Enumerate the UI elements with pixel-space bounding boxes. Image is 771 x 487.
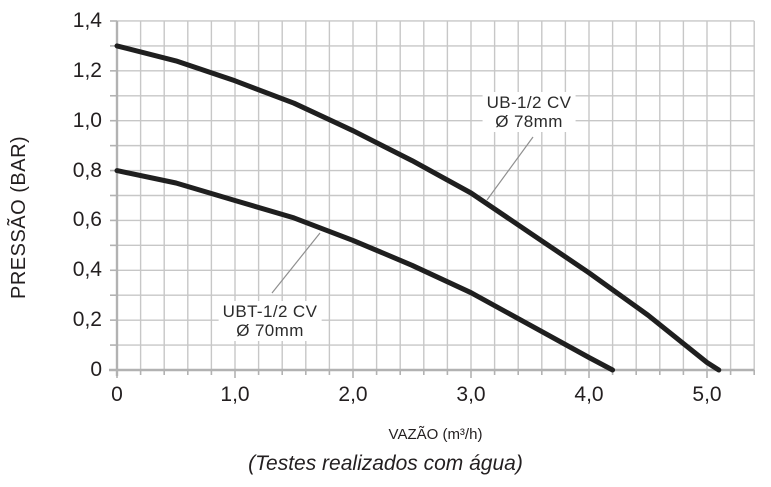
curve-label-ubt: UBT-1/2 CV Ø 70mm xyxy=(218,301,322,341)
x-tick-label: 2,0 xyxy=(338,383,368,406)
y-tick-label: 0,8 xyxy=(72,158,102,182)
curve-label-ubt-line2: Ø 70mm xyxy=(236,321,304,340)
x-tick-label: 0 xyxy=(111,383,123,406)
axis-ticks xyxy=(110,20,756,378)
curve-label-ub: UB-1/2 CV Ø 78mm xyxy=(482,92,576,132)
gridlines xyxy=(117,20,755,370)
y-tick-label: 0,2 xyxy=(72,308,102,332)
curve-ubt xyxy=(114,168,616,373)
y-tick-label: 0,4 xyxy=(72,258,102,282)
x-axis-title: VAZÃO (m³/h) xyxy=(388,426,483,443)
curve-label-ub-line1: UB-1/2 CV xyxy=(486,93,572,112)
label-leader-lines xyxy=(271,136,534,294)
x-tick-label: 3,0 xyxy=(456,383,486,406)
curve-ub xyxy=(114,43,722,373)
x-tick-label: 5,0 xyxy=(692,383,722,406)
y-tick-label: 1,2 xyxy=(72,58,102,82)
x-tick-label: 1,0 xyxy=(220,383,250,406)
y-tick-label: 1,0 xyxy=(72,108,102,132)
y-tick-label: 1,4 xyxy=(72,8,102,32)
curve-label-ubt-line1: UBT-1/2 CV xyxy=(222,302,318,321)
chart-caption: (Testes realizados com água) xyxy=(248,452,523,475)
leader-ub xyxy=(486,136,534,201)
y-axis-title: PRESSÃO (BAR) xyxy=(8,135,30,300)
curve-label-ub-line2: Ø 78mm xyxy=(495,112,563,131)
y-tick-label: 0,6 xyxy=(72,208,102,232)
axes xyxy=(109,21,755,376)
x-tick-label: 4,0 xyxy=(574,383,604,406)
y-tick-label: 0 xyxy=(90,358,102,381)
pump-curves xyxy=(114,43,722,373)
leader-ubt xyxy=(271,232,321,294)
